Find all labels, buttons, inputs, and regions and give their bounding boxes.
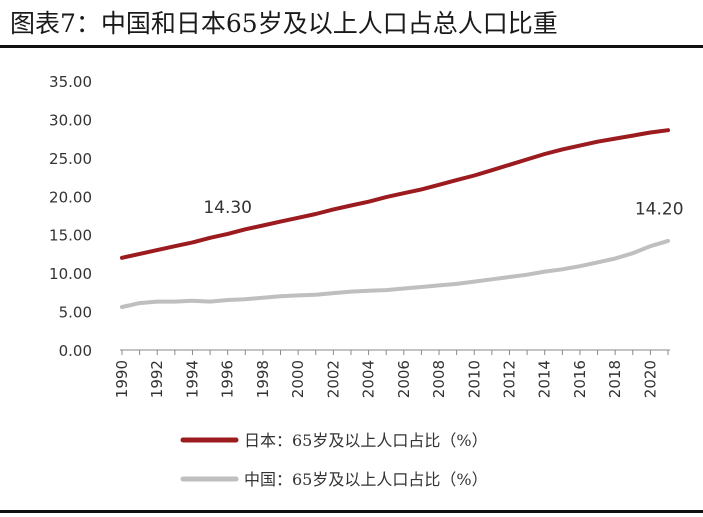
x-tick-label: 2008: [430, 360, 448, 398]
annotation-label: 14.20: [635, 200, 684, 220]
bottom-divider: [0, 510, 703, 513]
x-tick-label: 2014: [536, 360, 554, 398]
x-tick-label: 2012: [500, 360, 518, 398]
x-tick-label: 2000: [289, 360, 307, 398]
series-line-japan: [120, 128, 670, 260]
x-tick-label: 2020: [641, 360, 659, 398]
legend-label: 日本：65岁及以上人口占比（%）: [244, 431, 488, 450]
annotations: 14.30 14.20: [203, 198, 683, 220]
series-line-china: [120, 238, 670, 309]
y-tick-label: 5.00: [59, 304, 92, 322]
x-tick-label: 1992: [148, 360, 166, 398]
annotation-label: 14.30: [203, 198, 252, 218]
x-tick-label: 2006: [395, 360, 413, 398]
series-lines: [120, 128, 670, 309]
y-axis-labels: 0.00 5.00 10.00 15.00 20.00 25.00 30.00 35.00: [49, 73, 92, 360]
x-tick-label: 2016: [571, 360, 589, 398]
x-tick-label: 1996: [219, 360, 237, 398]
x-tick-label: 1990: [113, 360, 131, 398]
page-title: 图表7：中国和日本65岁及以上人口占总人口比重: [10, 9, 558, 38]
legend: 日本：65岁及以上人口占比（%） 中国：65岁及以上人口占比（%）: [180, 431, 488, 489]
y-tick-label: 25.00: [49, 150, 92, 168]
title-bar: 图表7：中国和日本65岁及以上人口占总人口比重: [0, 0, 703, 48]
y-tick-label: 15.00: [49, 227, 92, 245]
legend-label: 中国：65岁及以上人口占比（%）: [244, 470, 488, 489]
y-tick-label: 35.00: [49, 73, 92, 91]
y-tick-label: 30.00: [49, 111, 92, 129]
x-tick-label: 2002: [324, 360, 342, 398]
y-tick-label: 20.00: [49, 188, 92, 206]
y-tick-label: 0.00: [59, 342, 92, 360]
x-tick-label: 2010: [465, 360, 483, 398]
y-tick-label: 10.00: [49, 265, 92, 283]
title-divider: [0, 45, 703, 48]
x-tick-label: 2004: [360, 360, 378, 398]
x-tick-label: 2018: [606, 360, 624, 398]
x-axis-labels: 1990 1992 1994 1996 1998 2000 2002 2004 2006 2008…: [113, 360, 659, 398]
x-axis-ticks: [121, 350, 669, 355]
x-tick-label: 1994: [183, 360, 201, 398]
x-tick-label: 1998: [254, 360, 272, 398]
